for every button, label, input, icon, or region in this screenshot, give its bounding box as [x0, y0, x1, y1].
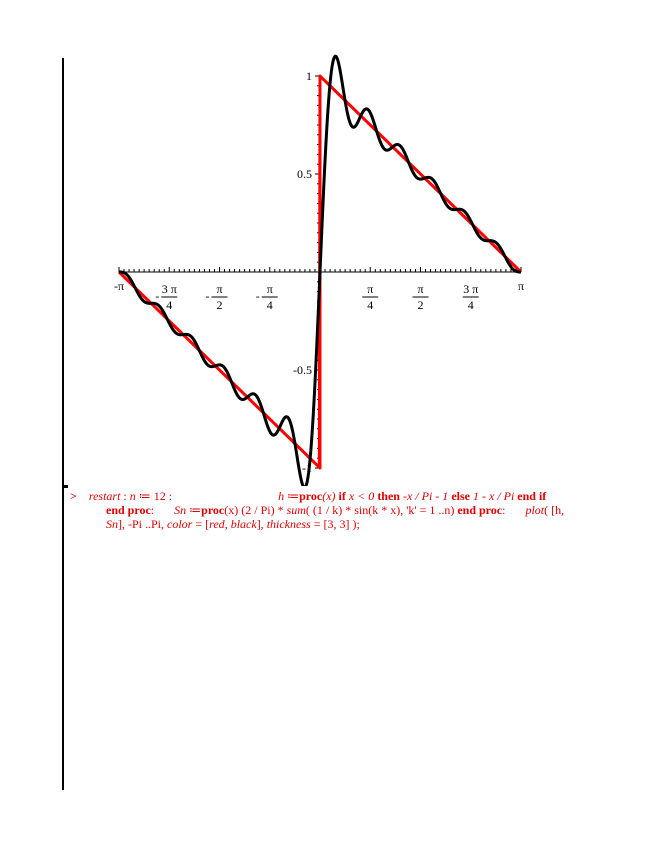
- cmd-token: proc: [201, 503, 225, 517]
- x-tick-label-sign: -: [256, 289, 260, 303]
- cmd-token: then: [377, 489, 400, 503]
- x-tick-label: -π: [114, 279, 124, 293]
- x-tick-label-sign: -: [155, 289, 159, 303]
- x-tick-label-denominator: 4: [166, 298, 172, 312]
- x-tick-label-numerator: π: [267, 282, 273, 296]
- cmd-token: end proc: [457, 503, 503, 517]
- cmd-token: x < 0: [345, 489, 378, 503]
- series-sn-group: [118, 54, 522, 486]
- x-tick-label-denominator: 2: [418, 298, 424, 312]
- y-tick-label: 0.5: [297, 167, 312, 181]
- cmd-token: color: [167, 517, 193, 531]
- cmd-token: restart: [88, 489, 121, 503]
- cmd-token: proc: [299, 489, 323, 503]
- cmd-token: :: [150, 503, 155, 517]
- cmd-token: ( [h,: [544, 503, 565, 517]
- x-tick-label: - π 4: [256, 282, 278, 312]
- maple-command-input[interactable]: > restart : n ≔ 12 : h ≔proc(x) if x < 0…: [70, 489, 590, 531]
- x-tick-label: 3 π4: [462, 282, 479, 312]
- cmd-token: -x / Pi - 1: [399, 489, 452, 503]
- cmd-token: :: [502, 503, 506, 517]
- cmd-token: ],: [256, 517, 267, 531]
- cmd-token: sum: [286, 503, 306, 517]
- cmd-token: Sn: [106, 517, 118, 531]
- cmd-token: ≔ 12 :: [135, 489, 173, 503]
- x-tick-label-text: π: [518, 279, 524, 293]
- cmd-token: red: [209, 517, 225, 531]
- x-tick-label-denominator: 4: [468, 298, 474, 312]
- x-tick-label-numerator: π: [367, 282, 373, 296]
- command-prompt: >: [70, 489, 77, 503]
- worksheet-margin-bar: [62, 58, 64, 790]
- cmd-token: end if: [517, 489, 547, 503]
- x-tick-label-sign: -: [205, 289, 209, 303]
- cmd-token: end proc: [106, 503, 151, 517]
- cmd-token: (x): [322, 489, 339, 503]
- series-h-group: [117, 74, 523, 470]
- x-tick-label-text: -π: [114, 279, 124, 293]
- x-tick-label: - π 2: [205, 282, 228, 312]
- y-tick-label: -0.5: [293, 363, 312, 377]
- x-tick-label: π: [518, 279, 524, 293]
- cmd-token: ( (1 / k) * sin(k * x), 'k' = 1 ..n): [305, 503, 458, 517]
- cmd-token: n: [129, 489, 136, 503]
- x-tick-label-numerator: 3 π: [463, 282, 478, 296]
- cmd-token: ≔: [284, 489, 300, 503]
- x-tick-label-denominator: 2: [216, 298, 222, 312]
- cmd-token: ,: [224, 517, 231, 531]
- cmd-token: else: [451, 489, 470, 503]
- cmd-token: :: [120, 489, 130, 503]
- cmd-token: = [: [192, 517, 210, 531]
- cmd-token: (x) (2 / Pi) *: [224, 503, 287, 517]
- x-tick-label-denominator: 4: [367, 298, 373, 312]
- cmd-token: h: [278, 489, 285, 503]
- cmd-token: Sn: [174, 503, 187, 517]
- series-h-line: [117, 74, 523, 470]
- worksheet-cursor-marker: [62, 485, 68, 488]
- cmd-token: ≔: [186, 503, 202, 517]
- cmd-token: ], -Pi ..Pi,: [118, 517, 168, 531]
- cmd-token: 1 - x / Pi: [469, 489, 518, 503]
- y-tick-label: -1: [302, 461, 312, 475]
- cmd-token: if: [338, 489, 346, 503]
- command-line-2: end proc: Sn ≔proc(x) (2 / Pi) * sum( (1…: [70, 503, 590, 517]
- command-line-3: Sn], -Pi ..Pi, color = [red, black], thi…: [70, 517, 590, 531]
- x-tick-label: π2: [412, 282, 429, 312]
- x-tick-label-numerator: π: [417, 282, 423, 296]
- x-tick-label-denominator: 4: [267, 298, 273, 312]
- x-tick-label: π4: [362, 282, 379, 312]
- cmd-token: = [3, 3] );: [310, 517, 360, 531]
- cmd-token: thickness: [266, 517, 311, 531]
- cmd-token: plot: [525, 503, 545, 517]
- cmd-token: black: [230, 517, 257, 531]
- series-sn-line: [118, 54, 522, 486]
- command-line-1: > restart : n ≔ 12 : h ≔proc(x) if x < 0…: [70, 489, 590, 503]
- x-tick-label-numerator: π: [216, 282, 222, 296]
- y-tick-label: 1: [306, 69, 312, 83]
- x-tick-label-numerator: 3 π: [162, 282, 177, 296]
- x-tick-label: -3 π 4: [155, 282, 178, 312]
